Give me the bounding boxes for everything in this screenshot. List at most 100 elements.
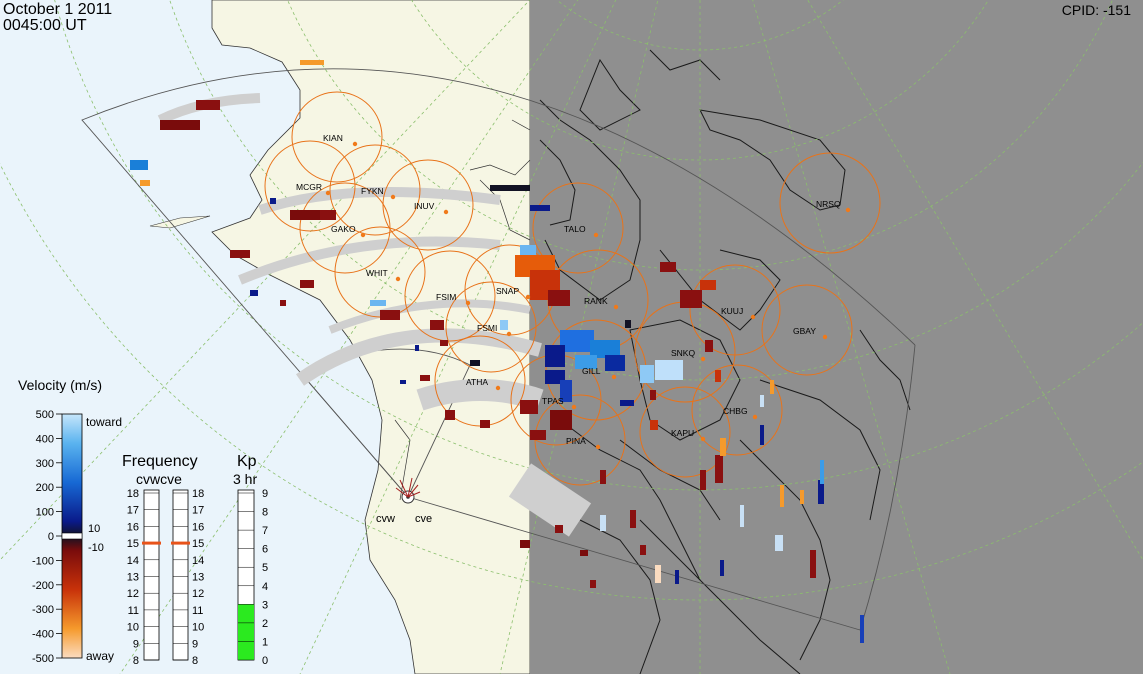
velocity-cell xyxy=(860,615,864,643)
velocity-cell xyxy=(680,290,702,308)
velocity-cell xyxy=(640,545,646,555)
velocity-cell xyxy=(700,280,716,290)
frequency-tick-right: 9 xyxy=(192,638,198,650)
station-label-gbay: GBAY xyxy=(793,326,816,336)
velocity-tick-label: -500 xyxy=(32,653,54,665)
frequency-bar-cvw xyxy=(143,489,160,661)
station-dot-snap xyxy=(525,294,531,300)
station-label-kian: KIAN xyxy=(323,133,343,143)
kp-tick-label: 9 xyxy=(262,488,268,500)
station-label-nrsq: NRSQ xyxy=(816,199,841,209)
station-label-kapu: KAPU xyxy=(671,428,694,438)
velocity-cell xyxy=(655,360,683,380)
ground-scatter xyxy=(157,93,592,537)
kp-tick-label: 7 xyxy=(262,525,268,537)
velocity-cell xyxy=(625,320,631,328)
aleutians xyxy=(149,215,211,229)
velocity-cell xyxy=(660,262,676,272)
station-dot-chbg xyxy=(752,414,758,420)
velocity-cell xyxy=(780,485,784,507)
kp-fill xyxy=(238,604,254,660)
station-dot-pina xyxy=(595,444,601,450)
velocity-cell xyxy=(715,370,721,382)
velocity-cell xyxy=(810,550,816,578)
station-label-mcgr: MCGR xyxy=(296,182,322,192)
velocity-cell xyxy=(300,280,314,288)
station-circle-gbay xyxy=(761,284,853,376)
velocity-cell xyxy=(705,340,713,352)
velocity-cell xyxy=(600,470,606,484)
velocity-cell xyxy=(715,455,723,483)
velocity-tick-label: 0 xyxy=(48,531,54,543)
kp-tick-label: 0 xyxy=(262,655,268,667)
station-label-inuv: INUV xyxy=(414,201,435,211)
velocity-scale-title: Velocity (m/s) xyxy=(18,377,102,393)
kp-subtitle: 3 hr xyxy=(233,471,257,487)
kp-tick-label: 1 xyxy=(262,636,268,648)
kp-tick-label: 4 xyxy=(262,581,268,593)
frequency-tick-right: 17 xyxy=(192,505,204,517)
frequency-tick-right: 12 xyxy=(192,588,204,600)
frequency-marker-cvw xyxy=(142,541,161,545)
velocity-cell xyxy=(640,365,654,383)
velocity-cell xyxy=(230,250,250,258)
station-circle-fykn xyxy=(329,144,421,236)
frequency-tick-right: 15 xyxy=(192,538,204,550)
station-dot-fsmi xyxy=(506,331,512,337)
frequency-tick-left: 9 xyxy=(133,638,139,650)
velocity-cell xyxy=(130,160,148,170)
station-dot-tpas xyxy=(571,404,577,410)
velocity-scale: Velocity (m/s) toward away 10 -10 500 400… xyxy=(18,377,122,665)
velocity-cell xyxy=(140,180,150,186)
station-dot-mcgr xyxy=(325,190,331,196)
station-dot-gill xyxy=(611,374,617,380)
kp-title: Kp xyxy=(237,453,257,470)
velocity-cell xyxy=(760,395,764,407)
frequency-tick-left: 14 xyxy=(127,555,139,567)
station-circle-fsim xyxy=(404,250,496,342)
station-circle-kapu xyxy=(639,386,731,478)
frequency-bar-cve xyxy=(172,489,189,661)
velocity-cell xyxy=(775,535,783,551)
velocity-cell xyxy=(818,480,824,504)
velocity-tick-label: -400 xyxy=(32,629,54,641)
velocity-cell xyxy=(250,290,258,296)
velocity-cell xyxy=(270,198,276,204)
station-circle-inuv xyxy=(382,159,474,251)
velocity-away-label: away xyxy=(86,649,114,663)
radar-label-cvw: cvw xyxy=(376,513,395,525)
station-label-kuuj: KUUJ xyxy=(721,306,743,316)
velocity-cell xyxy=(280,300,286,306)
frequency-tick-left: 17 xyxy=(127,505,139,517)
frequency-tick-right: 8 xyxy=(192,655,198,667)
header-cpid: CPID: -151 xyxy=(1061,2,1131,18)
station-label-rank: RANK xyxy=(584,296,608,306)
station-dot-rank xyxy=(613,304,619,310)
velocity-cell xyxy=(560,330,594,352)
velocity-toward-label: toward xyxy=(86,415,122,429)
velocity-cell xyxy=(590,340,620,358)
velocity-cell xyxy=(530,205,550,211)
night-side xyxy=(530,0,1143,674)
station-dot-kapu xyxy=(700,436,706,442)
station-label-pina: PINA xyxy=(566,436,586,446)
velocity-tick-label: 400 xyxy=(36,433,54,445)
velocity-cell xyxy=(575,355,597,369)
velocity-cell xyxy=(720,438,726,456)
velocity-tick-label: 300 xyxy=(36,458,54,470)
station-circle-mcgr xyxy=(264,140,356,232)
station-label-gako: GAKO xyxy=(331,224,356,234)
velocity-tick-label: -200 xyxy=(32,580,54,592)
velocity-cells xyxy=(130,60,864,643)
velocity-tick-label: 100 xyxy=(36,507,54,519)
station-label-snap: SNAP xyxy=(496,286,519,296)
frequency-tick-right: 14 xyxy=(192,555,204,567)
frequency-tick-right: 18 xyxy=(192,488,204,500)
station-dot-snkq xyxy=(700,356,706,362)
frequency-tick-right: 11 xyxy=(192,605,203,617)
frequency-tick-left: 16 xyxy=(127,521,139,533)
velocity-cell xyxy=(520,245,536,255)
station-dot-nrsq xyxy=(845,207,851,213)
velocity-cell xyxy=(800,490,804,504)
